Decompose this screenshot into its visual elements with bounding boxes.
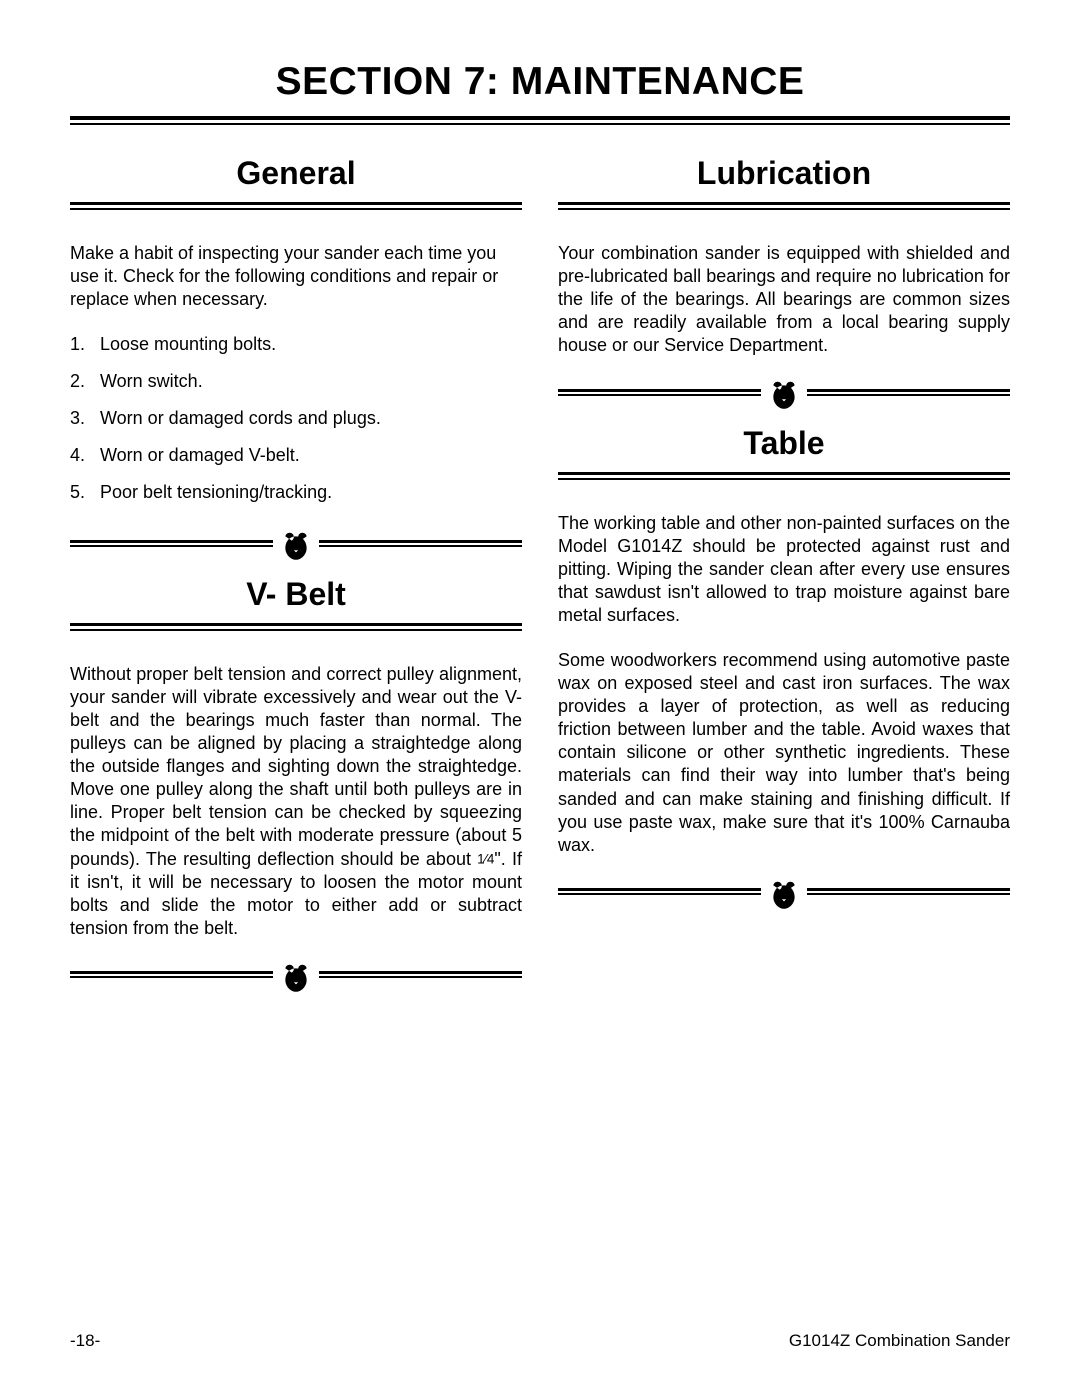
two-column-layout: General Make a habit of inspecting your … [70,153,1010,1008]
section-ornament [70,962,522,988]
vbelt-rule [70,623,522,631]
lubrication-heading: Lubrication [558,155,1010,192]
left-column: General Make a habit of inspecting your … [70,153,522,1008]
bear-icon [767,379,801,413]
list-item: Poor belt tensioning/tracking. [70,481,522,504]
table-paragraph-1: The working table and other non-painted … [558,512,1010,627]
document-name: G1014Z Combination Sander [789,1331,1010,1351]
page-number: -18- [70,1331,100,1351]
general-heading: General [70,155,522,192]
list-item: Worn or damaged V-belt. [70,444,522,467]
title-rule [70,116,1010,125]
vbelt-heading: V- Belt [70,576,522,613]
bear-icon [767,879,801,913]
page-footer: -18- G1014Z Combination Sander [70,1331,1010,1351]
table-rule [558,472,1010,480]
right-column: Lubrication Your combination sander is e… [558,153,1010,1008]
list-item: Loose mounting bolts. [70,333,522,356]
section-ornament [558,379,1010,405]
fraction: 1⁄4 [477,851,494,866]
bear-icon [279,530,313,564]
bear-icon [279,962,313,996]
list-item: Worn or damaged cords and plugs. [70,407,522,430]
page-title: SECTION 7: MAINTENANCE [70,60,1010,104]
table-paragraph-2: Some woodworkers recommend using automot… [558,649,1010,856]
inspection-list: Loose mounting bolts. Worn switch. Worn … [70,333,522,504]
lubrication-paragraph: Your combination sander is equipped with… [558,242,1010,357]
lubrication-rule [558,202,1010,210]
general-intro: Make a habit of inspecting your sander e… [70,242,522,311]
vbelt-paragraph: Without proper belt tension and correct … [70,663,522,939]
general-rule [70,202,522,210]
section-ornament [70,530,522,556]
section-ornament [558,879,1010,905]
table-heading: Table [558,425,1010,462]
list-item: Worn switch. [70,370,522,393]
vbelt-text-a: Without proper belt tension and correct … [70,664,522,868]
